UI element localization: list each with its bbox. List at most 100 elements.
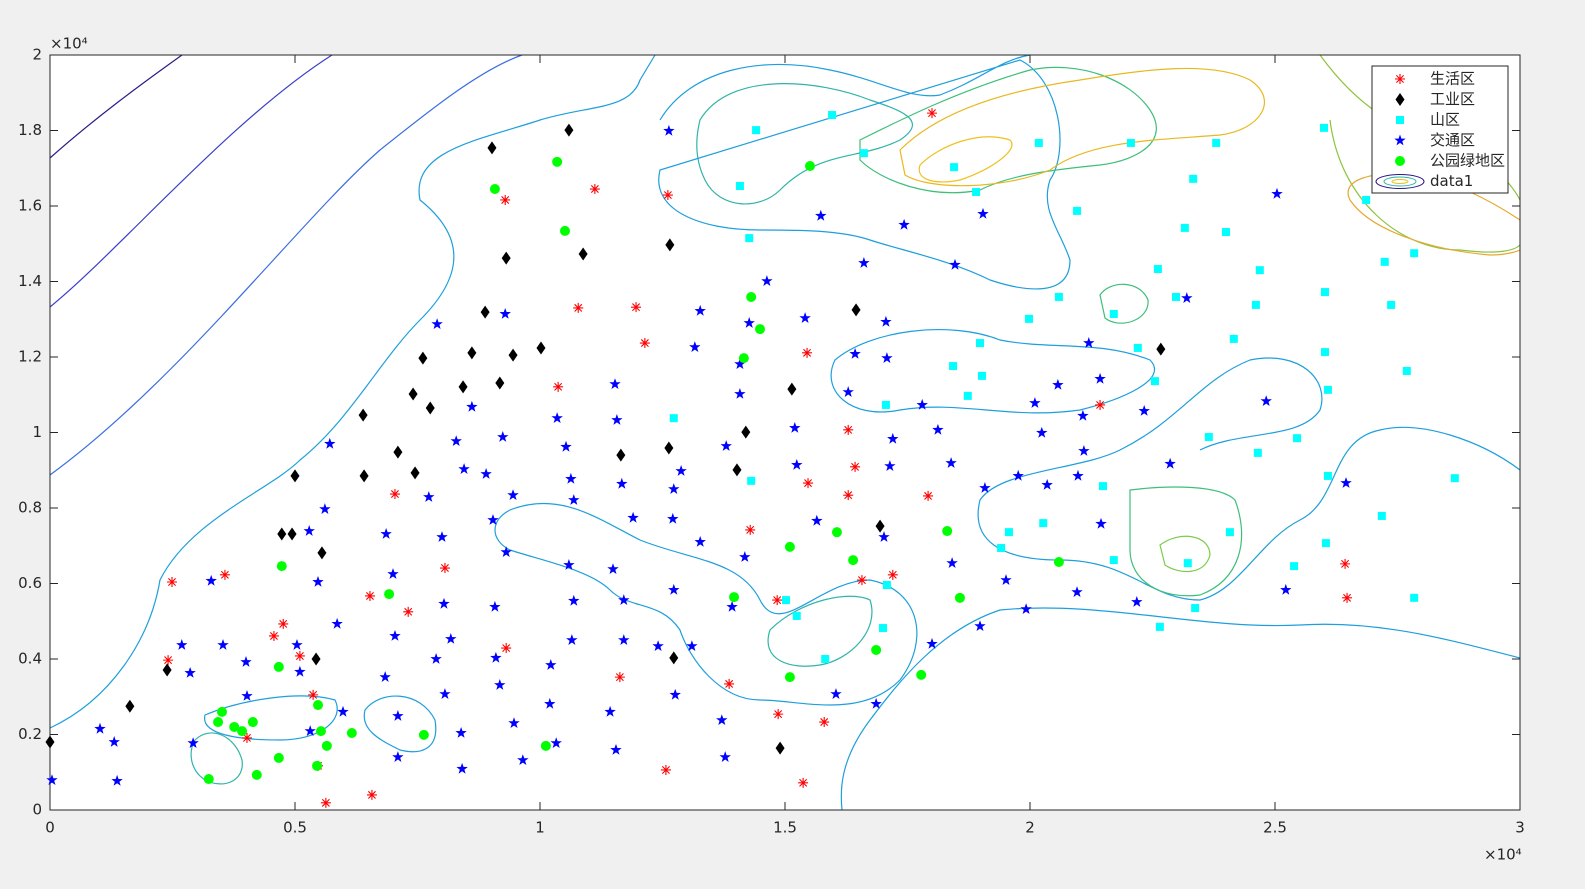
square-marker — [1323, 471, 1332, 480]
diamond-marker — [359, 469, 369, 483]
diamond-marker — [290, 469, 300, 483]
square-marker — [828, 111, 837, 120]
square-marker — [1255, 266, 1264, 275]
star-marker — [719, 751, 731, 762]
square-marker — [1153, 265, 1162, 274]
contour-line — [190, 732, 243, 785]
star-marker — [743, 317, 755, 328]
circle-marker — [916, 669, 927, 680]
star-marker — [1000, 574, 1012, 585]
circle-marker — [755, 324, 766, 335]
star-marker — [694, 304, 706, 316]
star-marker — [1036, 426, 1048, 438]
asterisk-marker — [294, 650, 305, 661]
diamond-marker — [410, 466, 420, 480]
asterisk-marker — [501, 643, 512, 654]
y-tick-label: 1.2 — [18, 348, 42, 366]
square-marker — [1191, 604, 1200, 613]
diamond-marker — [664, 441, 674, 455]
star-marker — [490, 651, 502, 663]
asterisk-marker — [403, 606, 414, 617]
star-marker — [1041, 479, 1053, 490]
star-marker — [979, 482, 991, 493]
diamond-marker — [495, 376, 505, 390]
asterisk-marker — [364, 590, 375, 601]
asterisk-marker — [553, 381, 564, 392]
star-marker — [880, 315, 892, 327]
contour-line — [840, 607, 1521, 811]
contour-line — [918, 136, 1013, 183]
star-marker — [184, 667, 196, 678]
y-tick-label: 1.8 — [18, 121, 42, 139]
star-marker — [949, 258, 961, 270]
star-marker — [294, 665, 306, 677]
star-marker — [668, 483, 680, 494]
square-marker — [1321, 539, 1330, 548]
star-marker — [977, 207, 989, 219]
square-marker — [977, 371, 986, 380]
asterisk-marker — [802, 347, 813, 358]
square-marker — [879, 624, 887, 633]
circle-marker — [213, 717, 224, 728]
star-marker — [926, 637, 938, 649]
star-marker — [815, 209, 827, 221]
y-tick-label: 0.4 — [18, 650, 42, 668]
contour-line — [1099, 283, 1149, 324]
star-marker — [830, 688, 842, 699]
asterisk-marker — [278, 618, 289, 629]
star-marker — [217, 639, 229, 650]
star-marker — [240, 656, 252, 667]
star-marker — [669, 688, 681, 700]
asterisk-marker — [1095, 399, 1106, 410]
star-marker — [618, 634, 630, 645]
star-marker — [898, 218, 910, 230]
diamond-marker — [467, 346, 477, 360]
star-marker — [1095, 517, 1107, 529]
star-marker — [932, 423, 944, 435]
diamond-marker — [480, 305, 490, 319]
star-marker — [507, 489, 519, 500]
square-marker — [1320, 348, 1329, 357]
star-marker — [497, 431, 509, 442]
diamond-marker — [408, 387, 418, 401]
legend-label: 山区 — [1430, 111, 1460, 129]
diamond-marker — [125, 699, 135, 713]
star-marker — [500, 546, 512, 557]
x-tick-label: 0 — [45, 819, 55, 837]
star-marker — [878, 531, 890, 542]
square-marker — [882, 581, 891, 590]
asterisk-marker — [167, 576, 178, 587]
star-marker — [560, 440, 572, 452]
star-marker — [884, 460, 896, 471]
diamond-marker — [578, 247, 588, 261]
circle-marker — [276, 561, 287, 572]
circle-marker — [831, 527, 842, 538]
star-marker — [675, 465, 687, 476]
y-tick-label: 1.6 — [18, 197, 42, 215]
star-marker — [438, 597, 450, 609]
square-marker — [735, 181, 744, 190]
circle-marker — [321, 740, 332, 751]
square-marker — [1133, 343, 1142, 352]
star-marker — [686, 640, 698, 651]
diamond-marker — [487, 141, 497, 155]
star-marker — [870, 697, 882, 709]
square-marker — [1204, 433, 1213, 442]
star-marker — [1131, 596, 1143, 607]
diamond-marker — [501, 251, 511, 265]
square-marker — [1450, 474, 1459, 483]
square-marker — [1212, 138, 1221, 147]
star-marker — [618, 594, 630, 605]
square-marker — [963, 391, 972, 400]
diamond-marker — [311, 652, 321, 666]
square-marker — [1150, 377, 1159, 386]
star-marker — [858, 257, 870, 268]
star-marker — [842, 386, 854, 397]
diamond-marker — [775, 741, 785, 755]
circle-marker — [942, 526, 953, 537]
star-marker — [241, 690, 253, 701]
square-marker — [1320, 288, 1329, 297]
star-marker — [1340, 477, 1352, 488]
y-tick-label: 0.6 — [18, 574, 42, 592]
